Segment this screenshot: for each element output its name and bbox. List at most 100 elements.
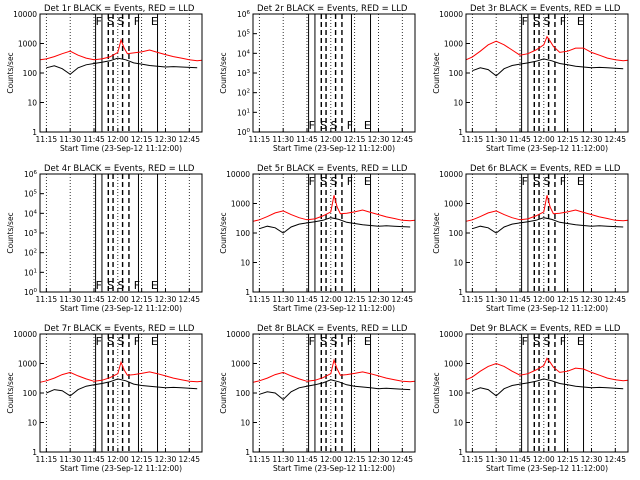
y-tick-label: 1 — [32, 128, 37, 137]
event-marker-label: F — [560, 15, 566, 28]
panel-title: Det 4r BLACK = Events, RED = LLD — [44, 164, 195, 174]
y-tick-label: 100 — [237, 128, 251, 137]
x-tick-label: 12:45 — [604, 455, 626, 464]
panel-title: Det 8r BLACK = Events, RED = LLD — [257, 324, 408, 334]
x-tick-label: 11:30 — [59, 455, 81, 464]
x-tick-label: 11:30 — [272, 455, 294, 464]
x-tick-label: 12:00 — [533, 455, 555, 464]
y-tick-label: 1 — [245, 288, 250, 297]
y-tick-label: 10000 — [13, 330, 37, 339]
x-axis-label: Start Time (23-Sep-12 11:12:00) — [486, 144, 608, 153]
y-tick-label: 106 — [24, 170, 38, 179]
panel-title: Det 9r BLACK = Events, RED = LLD — [470, 324, 621, 334]
y-tick-label: 102 — [237, 89, 250, 98]
y-axis-label: Counts/sec — [219, 372, 228, 413]
x-tick-label: 12:30 — [368, 135, 390, 144]
y-tick-label: 1 — [458, 448, 463, 457]
y-tick-label: 1000 — [444, 200, 463, 209]
y-tick-label: 10 — [453, 259, 463, 268]
x-tick-label: 11:15 — [249, 295, 271, 304]
event-marker-label: S — [118, 15, 125, 28]
x-axis-label: Start Time (23-Sep-12 11:12:00) — [273, 464, 395, 473]
x-tick-label: 12:45 — [604, 295, 626, 304]
event-marker-label: E — [151, 279, 158, 292]
event-marker-label: S — [118, 335, 125, 348]
x-tick-label: 12:30 — [155, 455, 177, 464]
event-marker-label: F — [522, 15, 528, 28]
y-tick-label: 103 — [237, 69, 251, 78]
lld-series-line — [465, 357, 629, 382]
lld-series-line — [252, 358, 416, 383]
x-tick-label: 12:00 — [320, 135, 342, 144]
x-tick-label: 12:45 — [178, 295, 200, 304]
event-marker-label: F — [134, 279, 140, 292]
y-tick-label: 10 — [240, 419, 250, 428]
x-tick-label: 12:00 — [107, 295, 129, 304]
y-tick-label: 103 — [24, 229, 38, 238]
x-axis-label: Start Time (23-Sep-12 11:12:00) — [60, 144, 182, 153]
x-tick-label: 12:45 — [391, 455, 413, 464]
y-tick-label: 100 — [24, 288, 38, 297]
x-tick-label: 12:00 — [107, 455, 129, 464]
y-tick-label: 105 — [237, 30, 251, 39]
x-tick-label: 12:30 — [155, 135, 177, 144]
event-marker-label: F — [522, 335, 528, 348]
x-axis-label: Start Time (23-Sep-12 11:12:00) — [60, 464, 182, 473]
x-tick-label: 11:30 — [59, 295, 81, 304]
x-tick-label: 11:45 — [509, 295, 531, 304]
lld-series-line — [39, 360, 203, 383]
event-marker-label: S — [320, 119, 327, 132]
y-tick-label: 10 — [453, 419, 463, 428]
plot-frame — [39, 333, 203, 453]
x-tick-label: 11:15 — [36, 135, 58, 144]
y-tick-label: 10 — [27, 99, 37, 108]
y-axis-label: Counts/sec — [219, 212, 228, 253]
x-tick-label: 11:15 — [36, 455, 58, 464]
x-tick-label: 11:45 — [296, 295, 318, 304]
event-marker-label: F — [522, 175, 528, 188]
event-marker-label: E — [577, 15, 584, 28]
event-marker-label: F — [96, 279, 102, 292]
events-series-line — [472, 378, 624, 397]
x-axis-label: Start Time (23-Sep-12 11:12:00) — [273, 144, 395, 153]
event-marker-label: F — [347, 335, 353, 348]
x-tick-label: 11:15 — [462, 295, 484, 304]
event-marker-label: S — [118, 279, 125, 292]
x-tick-label: 11:30 — [485, 295, 507, 304]
x-tick-label: 12:30 — [368, 295, 390, 304]
event-marker-label: E — [577, 175, 584, 188]
y-tick-label: 1000 — [18, 360, 37, 369]
x-tick-label: 12:45 — [178, 135, 200, 144]
x-tick-label: 12:00 — [533, 295, 555, 304]
x-tick-label: 12:15 — [344, 295, 366, 304]
x-tick-label: 12:45 — [178, 455, 200, 464]
plot-frame — [39, 173, 203, 293]
events-series-line — [472, 58, 624, 77]
plot-frame — [465, 173, 629, 293]
events-series-line — [259, 379, 411, 401]
x-tick-label: 12:15 — [344, 135, 366, 144]
y-tick-label: 1 — [32, 448, 37, 457]
event-marker-label: F — [96, 335, 102, 348]
event-marker-label: S — [331, 175, 338, 188]
event-marker-label: S — [533, 335, 540, 348]
x-axis-label: Start Time (23-Sep-12 11:12:00) — [486, 464, 608, 473]
y-tick-label: 1000 — [444, 360, 463, 369]
x-axis-label: Start Time (23-Sep-12 11:12:00) — [60, 304, 182, 313]
y-axis-label: Counts/sec — [6, 212, 15, 253]
x-tick-label: 12:15 — [557, 455, 579, 464]
x-tick-label: 11:45 — [509, 135, 531, 144]
event-marker-label: S — [107, 335, 114, 348]
panel-title: Det 1r BLACK = Events, RED = LLD — [44, 4, 195, 14]
x-tick-label: 12:00 — [107, 135, 129, 144]
y-tick-label: 1 — [245, 448, 250, 457]
y-tick-label: 10000 — [13, 10, 37, 19]
event-marker-label: E — [364, 335, 371, 348]
x-tick-label: 12:30 — [368, 455, 390, 464]
y-tick-label: 104 — [237, 49, 251, 58]
event-marker-label: S — [107, 279, 114, 292]
